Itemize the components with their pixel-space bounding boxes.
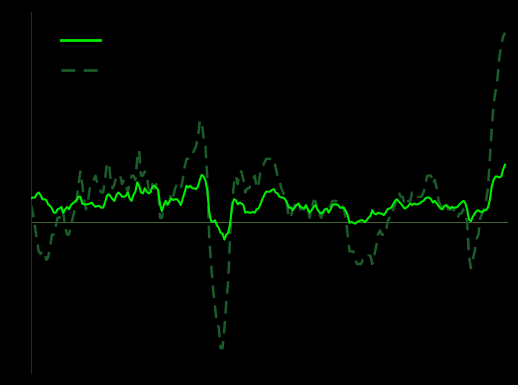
Legend: , : , <box>57 29 104 82</box>
